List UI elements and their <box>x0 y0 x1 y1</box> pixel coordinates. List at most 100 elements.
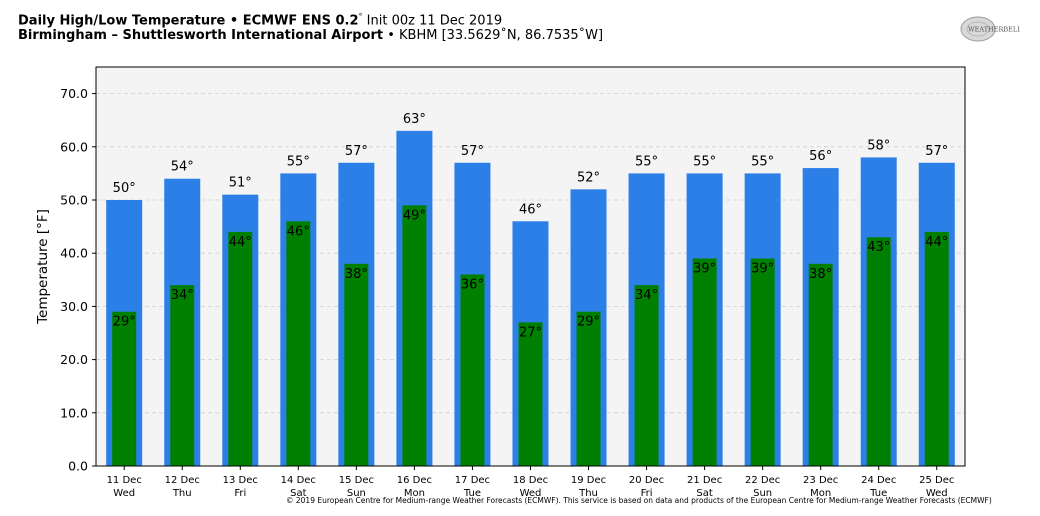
x-tick-weekday: Wed <box>520 488 542 499</box>
x-tick-date: 12 Dec <box>165 475 200 486</box>
x-tick-date: 11 Dec <box>107 475 142 486</box>
high-temp-label: 63° <box>403 112 426 127</box>
chart-location: Birmingham – Shuttlesworth International… <box>18 28 603 43</box>
low-temp-bar <box>228 231 253 466</box>
low-temp-bar <box>866 237 891 466</box>
logo-text: WEATHERBELL <box>968 26 1020 34</box>
low-temp-label: 46° <box>287 224 310 239</box>
x-tick-weekday: Tue <box>463 488 481 499</box>
low-temp-bar <box>808 263 833 466</box>
x-tick-weekday: Fri <box>641 488 653 499</box>
low-temp-label: 44° <box>229 235 252 250</box>
x-tick-weekday: Thu <box>578 488 598 499</box>
chart-header: Daily High/Low Temperature • ECMWF ENS 0… <box>18 9 603 43</box>
low-temp-bar <box>924 231 949 466</box>
location-bold: Birmingham – Shuttlesworth International… <box>18 28 384 44</box>
low-temp-bar <box>170 285 195 466</box>
low-temp-label: 49° <box>403 208 426 223</box>
x-tick-date: 15 Dec <box>339 475 374 486</box>
high-temp-label: 50° <box>113 181 136 196</box>
y-tick-label: 0.0 <box>68 459 88 474</box>
x-tick-weekday: Wed <box>926 488 948 499</box>
low-temp-bar <box>518 322 543 466</box>
x-tick-date: 13 Dec <box>223 475 258 486</box>
low-temp-label: 38° <box>345 267 368 282</box>
low-temp-bar <box>576 311 601 466</box>
title-degree: ° <box>358 12 363 21</box>
x-tick-weekday: Sun <box>347 488 366 499</box>
y-tick-label: 60.0 <box>60 139 88 154</box>
location-coords: • KBHM [33.5629˚N, 86.7535˚W] <box>383 28 604 44</box>
x-tick-date: 22 Dec <box>745 475 780 486</box>
x-tick-weekday: Sun <box>753 488 772 499</box>
low-temp-label: 38° <box>809 267 832 282</box>
high-temp-label: 58° <box>867 138 890 153</box>
y-tick-label: 20.0 <box>60 352 88 367</box>
weatherbell-logo-icon: WEATHERBELL <box>956 12 1022 48</box>
title-bold: Daily High/Low Temperature • ECMWF ENS 0… <box>18 13 359 29</box>
y-tick-label: 30.0 <box>60 299 88 314</box>
low-temp-label: 43° <box>867 240 890 255</box>
data-labels: 50° 29° 54° 34° 51° 44° 55° 46° 57° 38° 63° 49° 57° 3… <box>113 112 949 341</box>
low-temp-label: 34° <box>171 288 194 303</box>
low-temp-bar <box>634 285 659 466</box>
low-temp-label: 44° <box>925 235 948 250</box>
y-tick-label: 40.0 <box>60 246 88 261</box>
x-tick-date: 14 Dec <box>281 475 316 486</box>
low-temp-label: 36° <box>461 277 484 292</box>
high-temp-label: 55° <box>287 154 310 169</box>
x-tick-date: 18 Dec <box>513 475 548 486</box>
high-temp-label: 57° <box>345 144 368 159</box>
y-tick-label: 50.0 <box>60 193 88 208</box>
high-temp-label: 56° <box>809 149 832 164</box>
bar-marks <box>106 130 955 467</box>
low-temp-label: 34° <box>635 288 658 303</box>
low-temp-label: 39° <box>693 262 716 277</box>
high-temp-label: 57° <box>925 144 948 159</box>
high-temp-label: 51° <box>229 176 252 191</box>
x-tick-date: 20 Dec <box>629 475 664 486</box>
x-tick-date: 24 Dec <box>861 475 896 486</box>
low-temp-label: 39° <box>751 262 774 277</box>
low-temp-label: 29° <box>113 315 136 330</box>
high-temp-label: 52° <box>577 170 600 185</box>
x-tick-date: 16 Dec <box>397 475 432 486</box>
high-temp-label: 57° <box>461 144 484 159</box>
x-axis: 11 Dec Wed 12 Dec Thu 13 Dec Fri 14 Dec Sat 15 D… <box>107 466 954 499</box>
x-tick-weekday: Thu <box>172 488 192 499</box>
copyright-footer: © 2019 European Centre for Medium-range … <box>286 496 992 505</box>
x-tick-weekday: Sat <box>696 488 712 499</box>
low-temp-label: 27° <box>519 325 542 340</box>
x-tick-date: 17 Dec <box>455 475 490 486</box>
x-tick-weekday: Mon <box>810 488 831 499</box>
x-tick-date: 21 Dec <box>687 475 722 486</box>
x-tick-weekday: Wed <box>113 488 135 499</box>
x-tick-date: 19 Dec <box>571 475 606 486</box>
x-tick-weekday: Fri <box>234 488 246 499</box>
low-temp-bar <box>112 311 137 466</box>
low-temp-bar <box>460 274 485 466</box>
x-tick-date: 23 Dec <box>803 475 838 486</box>
high-temp-label: 55° <box>751 154 774 169</box>
x-tick-weekday: Sat <box>290 488 306 499</box>
low-temp-bar <box>344 263 369 466</box>
high-temp-label: 55° <box>635 154 658 169</box>
title-init: Init 00z 11 Dec 2019 <box>362 13 503 29</box>
low-temp-label: 29° <box>577 315 600 330</box>
y-axis-label: Temperature [°F] <box>35 209 51 325</box>
y-tick-label: 10.0 <box>60 405 88 420</box>
y-tick-label: 70.0 <box>60 86 88 101</box>
low-temp-bar <box>286 221 311 466</box>
y-axis: 0.0 10.0 20.0 30.0 40.0 50.0 60.0 70.0 <box>60 86 96 474</box>
x-tick-weekday: Mon <box>404 488 425 499</box>
x-tick-weekday: Tue <box>869 488 887 499</box>
low-temp-bar <box>692 258 717 466</box>
low-temp-bar <box>402 205 427 466</box>
x-tick-date: 25 Dec <box>919 475 954 486</box>
high-temp-label: 46° <box>519 202 542 217</box>
high-temp-label: 55° <box>693 154 716 169</box>
low-temp-bar <box>750 258 775 466</box>
chart-title: Daily High/Low Temperature • ECMWF ENS 0… <box>18 9 603 28</box>
high-temp-label: 54° <box>171 160 194 175</box>
